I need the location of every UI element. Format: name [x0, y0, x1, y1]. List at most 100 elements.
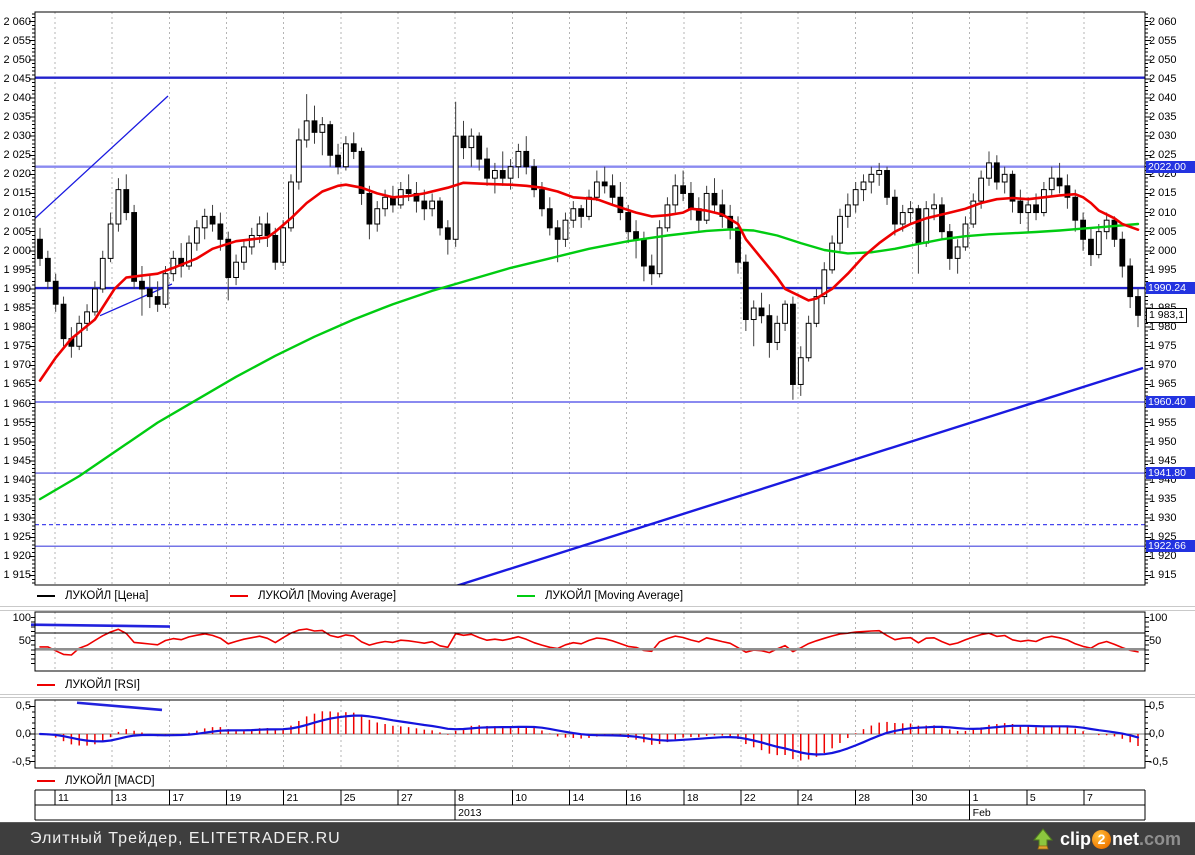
date-cell-label: 24 — [801, 792, 813, 804]
date-cell-label: 21 — [286, 792, 299, 804]
macd-axis-label-right: 0,0 — [1149, 728, 1165, 740]
date-cell-label: 10 — [515, 792, 528, 804]
legend-ma-fast-label: ЛУКОЙЛ [Moving Average] — [258, 590, 397, 602]
level-price-label: 1990.24 — [1146, 282, 1195, 295]
ma-slow-line-swatch — [517, 595, 535, 597]
price-axis-label-right: 2 055 — [1149, 34, 1177, 47]
price-axis-label-right: 2 060 — [1149, 15, 1177, 28]
date-cell-label: 28 — [858, 792, 871, 804]
price-axis-label-left: 1 995 — [3, 263, 31, 276]
legend-price-label: ЛУКОЙЛ [Цена] — [65, 590, 149, 602]
price-axis-label-right: 2 030 — [1149, 130, 1177, 143]
last-price-label: 1 983,1 — [1146, 308, 1188, 324]
rsi-axis-label-left: 100 — [12, 611, 31, 624]
price-axis-label-left: 1 975 — [3, 340, 31, 353]
price-axis-label-right: 1 950 — [1149, 435, 1177, 448]
price-axis-label-left: 1 965 — [3, 378, 31, 391]
price-axis-label-left: 1 945 — [3, 454, 31, 467]
price-axis-label-left: 2 025 — [3, 149, 31, 162]
logo-2-badge: 2 — [1091, 829, 1111, 849]
price-axis-label-left: 2 030 — [3, 130, 31, 143]
price-axis-label-right: 2 005 — [1149, 225, 1177, 238]
rsi-plot-area[interactable] — [35, 612, 1145, 671]
month-cell-label: Feb — [972, 807, 991, 819]
legend-price: ЛУКОЙЛ [Цена] — [37, 590, 230, 602]
price-axis-label-right: 1 955 — [1149, 416, 1177, 429]
main-plot-area[interactable] — [35, 12, 1145, 585]
date-cell-label: 11 — [58, 792, 69, 804]
price-axis-label-right: 1 975 — [1149, 340, 1177, 353]
price-axis-label-right: 2 000 — [1149, 244, 1177, 257]
logo-clip-text: clip — [1059, 828, 1091, 849]
price-axis-label-left: 1 950 — [3, 435, 31, 448]
legend-ma-fast: ЛУКОЙЛ [Moving Average] — [230, 590, 517, 602]
macd-axis-label-left: 0,0 — [15, 728, 31, 740]
price-axis-label-left: 1 935 — [3, 493, 31, 506]
price-axis-label-left: 2 020 — [3, 168, 31, 181]
price-axis-label-left: 2 045 — [3, 72, 31, 85]
date-cell-label: 25 — [343, 792, 356, 804]
price-axis-label-left: 1 985 — [3, 302, 31, 315]
price-axis-label-right: 2 035 — [1149, 111, 1177, 124]
price-axis-label-left: 1 990 — [3, 282, 31, 295]
price-axis-label-left: 1 940 — [3, 473, 31, 486]
price-axis-label-right: 1 915 — [1149, 569, 1177, 582]
rsi-axis-label-left: 50 — [18, 634, 31, 647]
price-axis-label-left: 2 035 — [3, 111, 31, 124]
date-cell-label: 18 — [686, 792, 699, 804]
rsi-legend: ЛУКОЙЛ [RSI] — [0, 677, 1195, 693]
price-axis-label-left: 2 055 — [3, 34, 31, 47]
price-axis-label-left: 1 925 — [3, 531, 31, 544]
date-cell-label: 1 — [972, 792, 979, 804]
price-axis-label-left: 2 005 — [3, 225, 31, 238]
rsi-line-swatch — [37, 684, 55, 686]
chart-canvas[interactable] — [0, 0, 1195, 822]
price-axis-label-left: 2 015 — [3, 187, 31, 200]
price-axis-label-right: 1 945 — [1149, 454, 1177, 467]
price-axis-label-left: 2 000 — [3, 244, 31, 257]
rsi-axis-label-right: 50 — [1149, 634, 1162, 647]
macd-axis-label-left: 0,5 — [15, 700, 31, 713]
main-chart-legend: ЛУКОЙЛ [Цена] ЛУКОЙЛ [Moving Average] ЛУ… — [0, 588, 1195, 604]
price-axis-label-right: 2 025 — [1149, 149, 1177, 162]
level-price-label: 1922.66 — [1146, 540, 1195, 553]
clip2net-logo[interactable]: clip 2 net .com — [1032, 828, 1181, 850]
price-axis-label-left: 1 970 — [3, 359, 31, 372]
logo-net-text: net — [1111, 828, 1139, 849]
date-cell-label: 17 — [172, 792, 185, 804]
price-axis-label-right: 1 920 — [1149, 550, 1177, 563]
logo-com-text: .com — [1138, 828, 1181, 849]
date-cell-label: 30 — [915, 792, 928, 804]
date-cell-label: 19 — [229, 792, 242, 804]
price-axis-label-right: 2 045 — [1149, 72, 1177, 85]
price-axis-label-left: 1 920 — [3, 550, 31, 563]
price-axis-label-right: 1 995 — [1149, 263, 1177, 276]
price-axis-label-right: 1 980 — [1149, 321, 1177, 334]
date-cell-label: 27 — [401, 792, 413, 804]
date-cell-label: 13 — [115, 792, 127, 804]
legend-rsi-label: ЛУКОЙЛ [RSI] — [65, 679, 140, 691]
ma-fast-line-swatch — [230, 595, 248, 597]
upload-arrow-icon — [1032, 828, 1054, 850]
macd-line-swatch — [37, 780, 55, 782]
price-axis-label-right: 1 965 — [1149, 378, 1177, 391]
date-cell-label: 5 — [1029, 792, 1036, 804]
macd-axis-label-right: -0,5 — [1149, 755, 1168, 768]
date-cell-label: 22 — [744, 792, 756, 804]
status-bar: Элитный Трейдер, ELITETRADER.RU clip 2 net… — [0, 822, 1195, 855]
price-line-swatch — [37, 595, 55, 597]
price-axis-label-left: 1 960 — [3, 397, 31, 410]
price-axis-label-right: 1 930 — [1149, 512, 1177, 525]
price-axis-label-left: 1 915 — [3, 569, 31, 582]
price-axis-label-left: 2 060 — [3, 15, 31, 28]
legend-rsi: ЛУКОЙЛ [RSI] — [37, 679, 140, 691]
legend-macd-label: ЛУКОЙЛ [MACD] — [65, 775, 155, 787]
level-price-label: 1960.40 — [1146, 396, 1195, 409]
price-axis-label-right: 1 935 — [1149, 493, 1177, 506]
level-price-label: 2022.00 — [1146, 160, 1195, 173]
price-axis-label-left: 2 040 — [3, 91, 31, 104]
price-axis-label-left: 1 980 — [3, 321, 31, 334]
date-cell-label: 14 — [572, 792, 585, 804]
date-cell-label: 16 — [629, 792, 642, 804]
